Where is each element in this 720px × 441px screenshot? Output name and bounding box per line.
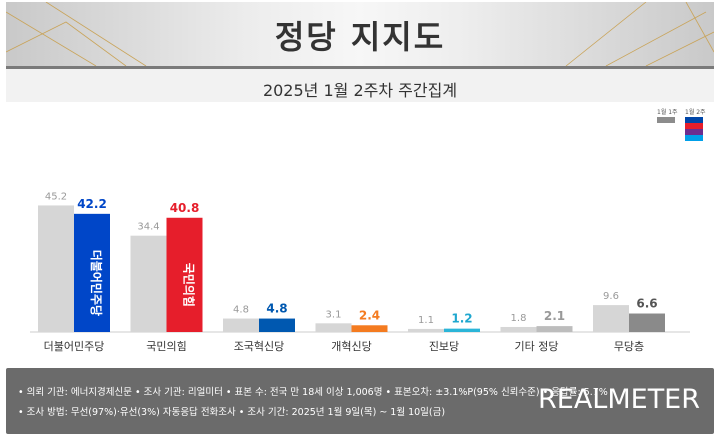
- value-label-curr-4: 1.2: [451, 312, 472, 326]
- survey-info-line-1: • 의뢰 기관: 에너지경제신문 • 조사 기관: 리얼미터 • 표본 수: 전…: [18, 387, 608, 398]
- category-label-0: 더불어민주당: [44, 340, 105, 353]
- legend-swatch-curr-1: [685, 117, 703, 123]
- value-label-curr-3: 2.4: [359, 308, 380, 322]
- value-label-curr-1: 40.8: [170, 201, 200, 215]
- bar-curr-0: [74, 213, 110, 332]
- value-label-curr-0: 42.2: [77, 197, 107, 211]
- category-label-3: 개혁신당: [331, 340, 371, 353]
- category-label-2: 조국혁신당: [234, 340, 285, 353]
- gold-line-decoration: [6, 2, 714, 66]
- value-label-prev-3: 3.1: [326, 309, 342, 320]
- bar-curr-5: [536, 326, 573, 332]
- value-label-curr-6: 6.6: [636, 297, 657, 311]
- bar-curr-1: [166, 217, 203, 332]
- title-banner: 정당 지지도: [6, 2, 714, 66]
- bar-curr-4: [444, 328, 480, 332]
- bar-logo-1: 국민의힘: [182, 263, 197, 307]
- category-label-4: 진보당: [429, 340, 459, 353]
- legend-label-prev: 1월 1주: [657, 109, 678, 116]
- bar-prev-0: [38, 205, 74, 332]
- subtitle-banner: 2025년 1월 2주차 주간집계: [6, 66, 714, 102]
- bar-chart: 45.2 42.2 더불어민주당 34.4 40.8 국민의힘 4.8 4.8 조국혁신당 3.1…: [0, 150, 720, 360]
- survey-info-line-2: • 조사 방법: 무선(97%)·유선(3%) 자동응답 전화조사 • 조사 기…: [18, 407, 446, 418]
- bar-prev-3: [315, 323, 352, 332]
- value-label-prev-1: 34.4: [137, 222, 159, 233]
- bar-prev-1: [130, 235, 167, 332]
- legend-swatch-curr-2: [685, 123, 703, 129]
- value-label-prev-0: 45.2: [45, 191, 67, 202]
- value-label-prev-5: 1.8: [511, 313, 527, 324]
- bar-curr-6: [629, 313, 665, 332]
- bar-prev-4: [408, 328, 444, 332]
- value-label-prev-2: 4.8: [233, 305, 249, 316]
- category-label-5: 기타 정당: [515, 340, 559, 353]
- bar-prev-5: [500, 326, 537, 332]
- page-subtitle: 2025년 1월 2주차 주간집계: [262, 81, 458, 100]
- category-label-6: 무당층: [614, 340, 644, 353]
- legend-swatch-curr-4: [685, 135, 703, 141]
- legend-label-curr: 1월 2주: [685, 109, 706, 116]
- chart-legend: 1월 1주 1월 2주: [655, 107, 715, 147]
- brand-logo: REALMETER: [538, 384, 700, 415]
- survey-footer: • 의뢰 기관: 에너지경제신문 • 조사 기관: 리얼미터 • 표본 수: 전…: [6, 368, 714, 434]
- page-title: 정당 지지도: [274, 18, 446, 56]
- legend-swatch-prev: [657, 117, 675, 123]
- bar-curr-2: [259, 318, 295, 332]
- value-label-prev-4: 1.1: [418, 315, 434, 326]
- legend-swatch-curr-3: [685, 129, 703, 135]
- value-label-prev-6: 9.6: [603, 291, 619, 302]
- bar-prev-6: [593, 305, 629, 332]
- chart-svg: 45.2 42.2 더불어민주당 34.4 40.8 국민의힘 4.8 4.8 조국혁신당 3.1…: [30, 191, 690, 353]
- bar-curr-3: [351, 325, 388, 332]
- bar-logo-0: 더불어민주당: [89, 250, 104, 316]
- value-label-curr-5: 2.1: [544, 309, 565, 323]
- bar-prev-2: [223, 318, 259, 332]
- value-label-curr-2: 4.8: [266, 302, 287, 316]
- category-label-1: 국민의힘: [146, 340, 186, 353]
